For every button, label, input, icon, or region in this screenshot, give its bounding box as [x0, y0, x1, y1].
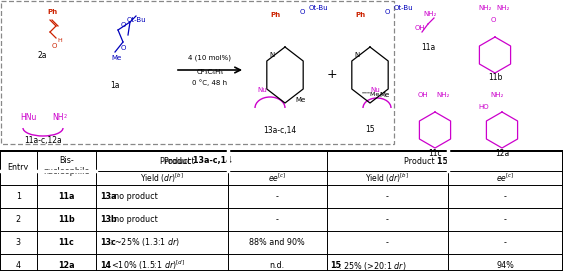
Text: 13a​: no product: 13a​: no product — [0, 270, 1, 271]
Text: NH₂: NH₂ — [490, 92, 504, 98]
Text: 11b: 11b — [488, 73, 502, 82]
Text: Yield ($\it{dr}$)$^{[b]}$: Yield ($\it{dr}$)$^{[b]}$ — [140, 171, 184, 185]
Text: $\it{ee}$$^{[c]}$: $\it{ee}$$^{[c]}$ — [268, 172, 287, 184]
Text: CF₃C₆H₅: CF₃C₆H₅ — [196, 69, 224, 75]
Text: : no product: : no product — [109, 192, 158, 201]
Text: Product ​13a-c,14: Product ​13a-c,14 — [0, 270, 1, 271]
Text: NH₂: NH₂ — [436, 92, 450, 98]
Text: : ~25% (1.3:1 $\it{dr}$): : ~25% (1.3:1 $\it{dr}$) — [109, 237, 180, 249]
Text: ​15: ​15 — [437, 156, 448, 166]
Text: : <10% (1.5:1 $\it{dr}$)$^{[d]}$: : <10% (1.5:1 $\it{dr}$)$^{[d]}$ — [106, 259, 185, 271]
Text: 13c​: ~25% (1.3:1 $\it{dr}$): 13c​: ~25% (1.3:1 $\it{dr}$) — [0, 270, 1, 271]
Bar — [1, 1, 394, 144]
Text: O: O — [120, 22, 126, 28]
Text: O: O — [51, 43, 57, 49]
Text: Product: Product — [404, 156, 437, 166]
Text: Bis-
nucleophile: Bis- nucleophile — [43, 156, 90, 176]
Text: -: - — [504, 192, 507, 201]
Text: Yield ($\it{dr}$)$^{[b]}$: Yield ($\it{dr}$)$^{[b]}$ — [365, 171, 409, 185]
Text: Me: Me — [295, 97, 305, 103]
Text: 4 (10 mol%): 4 (10 mol%) — [189, 55, 231, 61]
Text: 11c: 11c — [428, 149, 442, 157]
Text: 14: 14 — [100, 261, 111, 270]
Text: 11a: 11a — [421, 44, 435, 53]
Text: O: O — [385, 9, 390, 15]
Text: 12a: 12a — [58, 261, 74, 270]
Text: O: O — [490, 17, 495, 23]
Text: Ph: Ph — [47, 9, 57, 15]
Text: -: - — [276, 215, 279, 224]
Text: 94%: 94% — [497, 261, 514, 270]
Text: : no product: : no product — [109, 215, 158, 224]
Text: NH₂: NH₂ — [479, 5, 491, 11]
Text: Ot-Bu: Ot-Bu — [308, 5, 328, 11]
Text: 1a: 1a — [110, 80, 120, 89]
Text: -: - — [276, 192, 279, 201]
Text: 2: 2 — [64, 114, 66, 118]
Text: NH: NH — [52, 114, 64, 122]
Text: +: + — [327, 69, 337, 82]
Text: 3: 3 — [16, 238, 21, 247]
Text: Product: Product — [164, 156, 197, 166]
Text: Me: Me — [380, 92, 390, 98]
Text: Ph: Ph — [270, 12, 280, 18]
Text: 11c: 11c — [59, 238, 74, 247]
Text: Ot-Bu: Ot-Bu — [126, 17, 146, 23]
Text: 2: 2 — [16, 215, 21, 224]
Text: Ph: Ph — [355, 12, 365, 18]
Text: NH₂: NH₂ — [497, 5, 510, 11]
Text: Nu: Nu — [370, 87, 380, 93]
Text: Entry: Entry — [8, 163, 29, 173]
Text: Me: Me — [111, 55, 121, 61]
Text: NH₂: NH₂ — [423, 11, 437, 17]
Text: """Me: """Me — [361, 92, 379, 98]
Text: OH: OH — [415, 25, 425, 31]
Text: -: - — [504, 215, 507, 224]
Text: O: O — [300, 9, 305, 15]
Text: 13a: 13a — [100, 192, 116, 201]
Text: n.d.: n.d. — [270, 261, 285, 270]
Text: H: H — [57, 37, 62, 43]
Text: 12a: 12a — [495, 149, 509, 157]
Text: N: N — [269, 52, 275, 58]
Text: OH: OH — [418, 92, 428, 98]
Text: 11b: 11b — [58, 215, 74, 224]
Text: : 25% (>20:1 $\it{dr}$): : 25% (>20:1 $\it{dr}$) — [338, 260, 406, 271]
Text: O: O — [120, 45, 126, 51]
Text: 11a-c,12a: 11a-c,12a — [24, 136, 62, 144]
Text: 13c: 13c — [100, 238, 115, 247]
Text: 88% and 90%: 88% and 90% — [249, 238, 305, 247]
Text: 2a: 2a — [37, 51, 47, 60]
Text: -: - — [504, 238, 507, 247]
Text: 13a-c,14: 13a-c,14 — [263, 125, 297, 134]
Text: 4: 4 — [16, 261, 21, 270]
Text: $\it{ee}$$^{[c]}$: $\it{ee}$$^{[c]}$ — [496, 172, 515, 184]
Text: ​13a-c,14: ​13a-c,14 — [193, 156, 232, 166]
Text: HO: HO — [479, 104, 489, 110]
Text: 13b: 13b — [100, 215, 117, 224]
Text: Product: Product — [0, 270, 1, 271]
Text: HNu: HNu — [20, 114, 36, 122]
Text: -: - — [386, 238, 388, 247]
Text: Nu: Nu — [257, 87, 267, 93]
Text: 13b​: no product: 13b​: no product — [0, 270, 1, 271]
Text: -: - — [386, 192, 388, 201]
Text: 15: 15 — [330, 261, 342, 270]
Text: 11a: 11a — [58, 192, 74, 201]
Text: Ot-Bu: Ot-Bu — [393, 5, 413, 11]
Text: N: N — [354, 52, 360, 58]
Text: 1: 1 — [16, 192, 21, 201]
Text: 15: 15 — [365, 125, 375, 134]
Text: Product: Product — [160, 156, 193, 166]
Text: 0 °C, 48 h: 0 °C, 48 h — [193, 80, 227, 86]
Text: -: - — [386, 215, 388, 224]
Text: 14​: <10% (1.5:1 $\it{dr}$)$^{[d]}$: 14​: <10% (1.5:1 $\it{dr}$)$^{[d]}$ — [0, 270, 1, 271]
